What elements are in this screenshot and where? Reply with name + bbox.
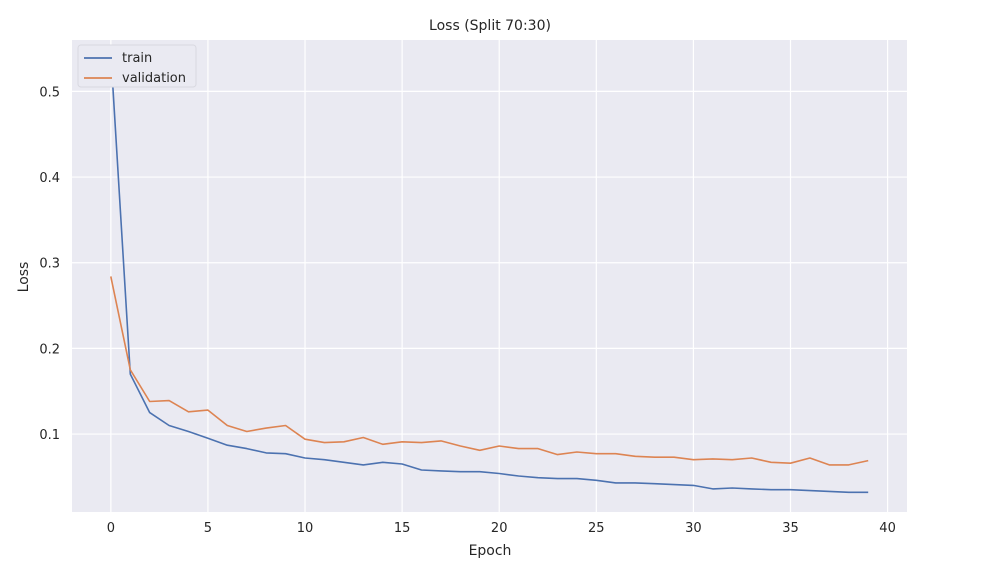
y-axis-ticks: 0.1 0.2 0.3 0.4 0.5 [39,85,60,443]
x-tick-label: 35 [782,521,799,536]
y-tick-label: 0.2 [39,342,60,357]
legend-box [77,44,197,88]
legend-label-validation: validation [122,71,186,86]
x-tick-label: 30 [685,521,702,536]
chart-title: Loss (Split 70:30) [429,18,551,34]
series-lines [110,52,869,494]
series-line-validation [110,276,869,466]
x-axis-ticks: 0 5 10 15 20 25 30 35 40 [107,521,896,536]
y-tick-label: 0.1 [39,428,60,443]
y-axis-label: Loss [16,262,32,293]
series-line-train [110,52,869,494]
y-tick-label: 0.5 [39,85,60,100]
legend-label-train: train [122,51,152,66]
x-tick-label: 10 [297,521,314,536]
y-tick-label: 0.3 [39,257,60,272]
x-tick-label: 0 [107,521,115,536]
x-tick-label: 20 [491,521,508,536]
x-axis-label: Epoch [469,543,512,559]
y-tick-label: 0.4 [39,171,60,186]
x-tick-label: 40 [879,521,896,536]
legend: train validation [77,44,197,88]
x-tick-label: 25 [588,521,605,536]
grid-lines [72,40,907,512]
x-tick-label: 15 [394,521,411,536]
plot-area [72,40,907,512]
x-tick-label: 5 [204,521,212,536]
